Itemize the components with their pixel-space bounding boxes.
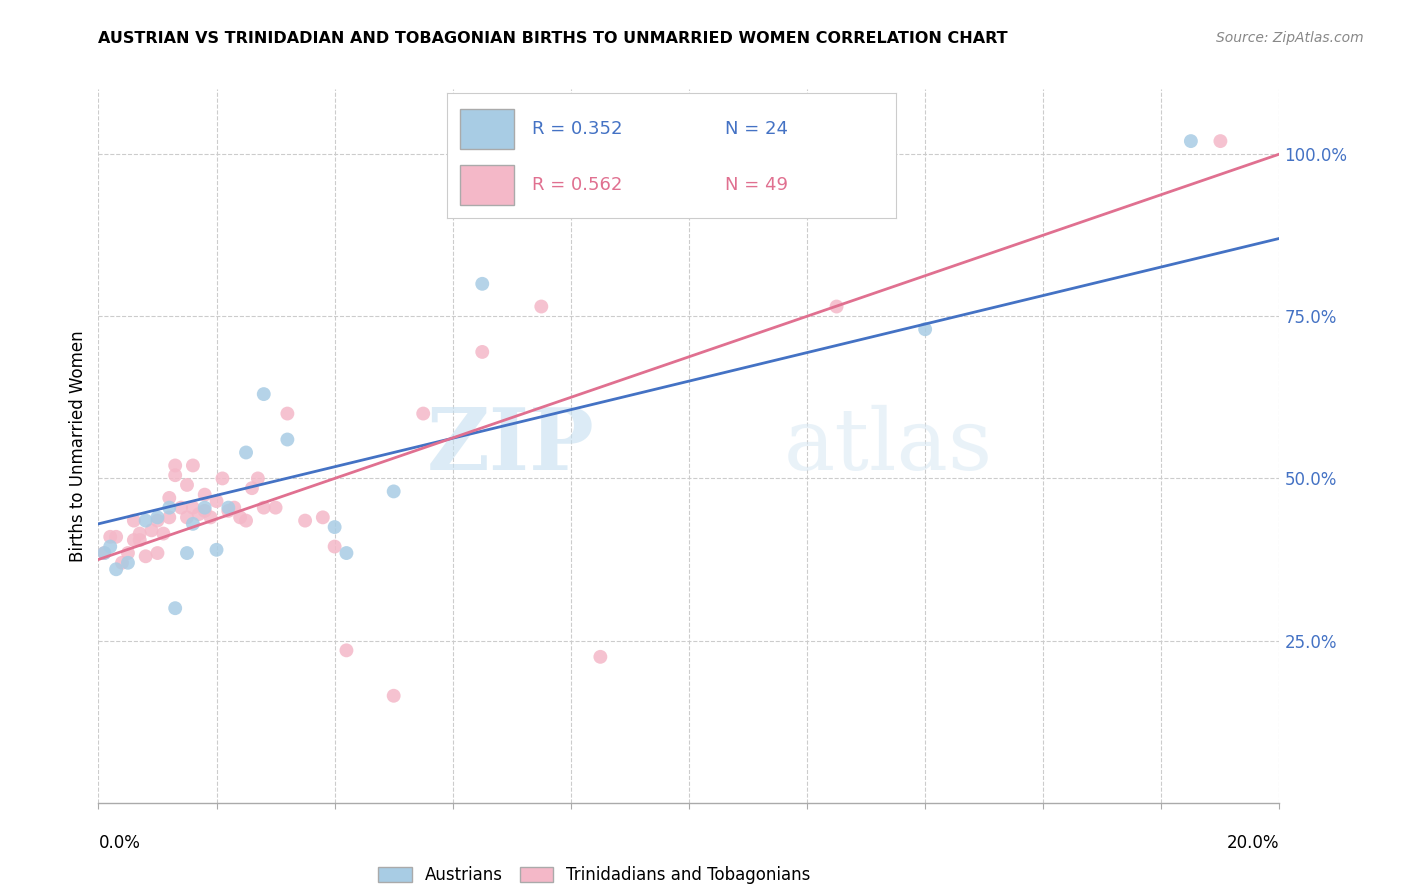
Point — [217, 500, 239, 515]
Point — [170, 500, 193, 515]
Point — [194, 488, 217, 502]
Point — [253, 500, 276, 515]
Point — [382, 484, 405, 499]
Point — [253, 387, 276, 401]
Text: R = 0.562: R = 0.562 — [531, 177, 623, 194]
Text: 20.0%: 20.0% — [1227, 834, 1279, 852]
Point — [146, 510, 169, 524]
Point — [135, 549, 157, 564]
Point — [312, 510, 335, 524]
Text: Source: ZipAtlas.com: Source: ZipAtlas.com — [1216, 31, 1364, 45]
Point — [1180, 134, 1202, 148]
Point — [560, 193, 582, 207]
Point — [122, 514, 145, 528]
Point — [229, 510, 252, 524]
Text: 0.0%: 0.0% — [98, 834, 141, 852]
Point — [240, 481, 263, 495]
Text: ZIP: ZIP — [426, 404, 595, 488]
Point — [335, 643, 357, 657]
Point — [157, 500, 180, 515]
Point — [471, 277, 494, 291]
FancyBboxPatch shape — [460, 165, 515, 205]
Point — [176, 546, 198, 560]
Point — [1209, 134, 1232, 148]
Point — [146, 546, 169, 560]
Point — [276, 433, 298, 447]
Point — [589, 649, 612, 664]
Point — [246, 471, 269, 485]
Point — [648, 193, 671, 207]
Point — [98, 530, 121, 544]
Point — [235, 445, 257, 459]
Point — [117, 556, 139, 570]
Point — [93, 546, 115, 560]
Point — [176, 478, 198, 492]
Point — [276, 407, 298, 421]
Point — [294, 514, 316, 528]
Point — [224, 500, 246, 515]
Point — [181, 458, 204, 473]
Point — [412, 407, 434, 421]
Y-axis label: Births to Unmarried Women: Births to Unmarried Women — [69, 330, 87, 562]
Text: atlas: atlas — [783, 404, 993, 488]
Point — [914, 322, 936, 336]
Point — [93, 546, 115, 560]
Point — [825, 300, 848, 314]
Point — [157, 510, 180, 524]
Point — [235, 514, 257, 528]
Point — [157, 491, 180, 505]
Point — [181, 500, 204, 515]
Point — [128, 533, 150, 547]
Point — [211, 471, 233, 485]
Point — [194, 500, 217, 515]
Point — [165, 468, 187, 483]
Point — [200, 510, 222, 524]
Point — [117, 546, 139, 560]
Point — [165, 458, 187, 473]
Point — [382, 689, 405, 703]
Point — [205, 542, 228, 557]
Point — [530, 300, 553, 314]
Point — [128, 526, 150, 541]
Point — [165, 601, 187, 615]
Point — [217, 504, 239, 518]
Point — [471, 345, 494, 359]
Point — [152, 526, 174, 541]
Point — [323, 540, 346, 554]
Legend: Austrians, Trinidadians and Tobagonians: Austrians, Trinidadians and Tobagonians — [371, 860, 817, 891]
Point — [146, 514, 169, 528]
Text: N = 49: N = 49 — [725, 177, 789, 194]
Point — [135, 514, 157, 528]
Point — [323, 520, 346, 534]
Point — [264, 500, 287, 515]
Point — [141, 524, 163, 538]
Point — [205, 494, 228, 508]
Text: AUSTRIAN VS TRINIDADIAN AND TOBAGONIAN BIRTHS TO UNMARRIED WOMEN CORRELATION CHA: AUSTRIAN VS TRINIDADIAN AND TOBAGONIAN B… — [98, 31, 1008, 46]
Point — [111, 556, 134, 570]
FancyBboxPatch shape — [460, 109, 515, 149]
Point — [335, 546, 357, 560]
Point — [187, 507, 209, 521]
Point — [194, 504, 217, 518]
Point — [105, 562, 128, 576]
Point — [181, 516, 204, 531]
Text: N = 24: N = 24 — [725, 120, 789, 138]
Point — [98, 540, 121, 554]
Point — [176, 510, 198, 524]
Point — [105, 530, 128, 544]
Text: R = 0.352: R = 0.352 — [531, 120, 623, 138]
Point — [122, 533, 145, 547]
